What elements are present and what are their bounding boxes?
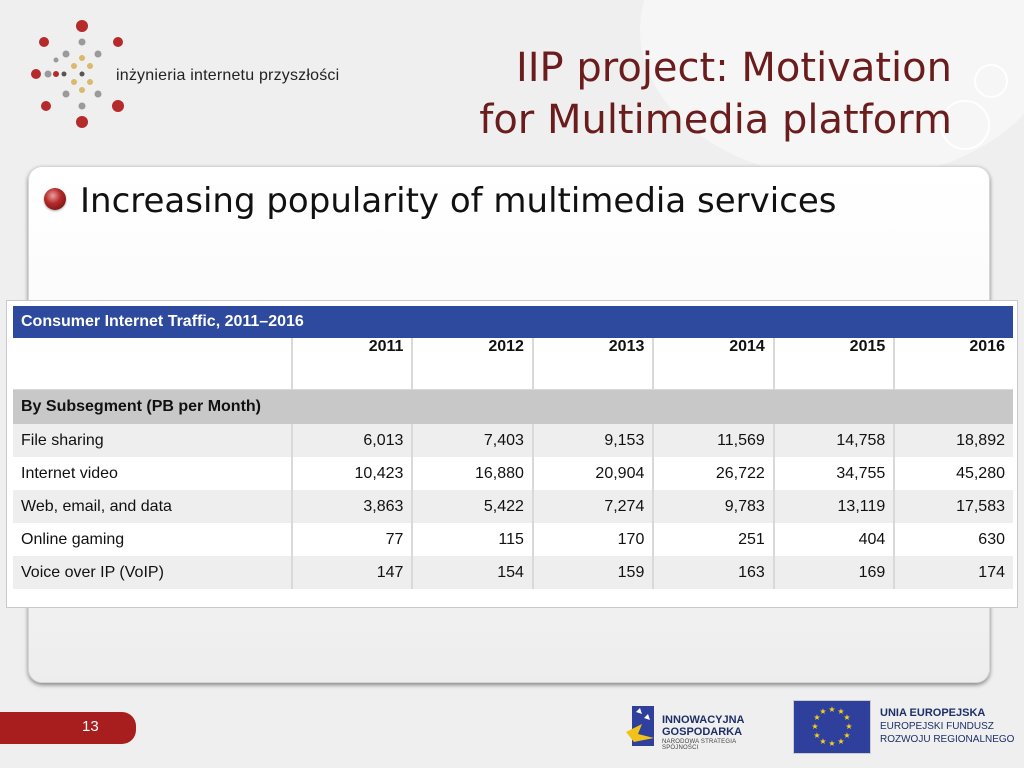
eu-flag-icon: ★ ★ ★ ★ ★ ★ ★ ★ ★ ★ ★ ★ <box>793 700 871 754</box>
traffic-table: Consumer Internet Traffic, 2011–2016 201… <box>13 306 1013 589</box>
svg-text:★: ★ <box>811 722 818 731</box>
svg-text:★: ★ <box>813 731 820 740</box>
bullet-icon <box>44 188 66 210</box>
iip-logo: inżynieria internetu przyszłości <box>26 14 366 134</box>
svg-text:★: ★ <box>837 737 844 746</box>
table-cell: 45,280 <box>894 457 1013 490</box>
table-cell: 11,569 <box>653 424 775 457</box>
table-cell: 7,403 <box>412 424 534 457</box>
eu-line-3: ROZWOJU REGIONALNEGO <box>880 734 1015 745</box>
ig-emblem-icon <box>626 706 654 746</box>
svg-text:★: ★ <box>843 713 850 722</box>
table-cell: 630 <box>894 523 1013 556</box>
row-label: Voice over IP (VoIP) <box>13 556 293 589</box>
column-header-year: 2016 <box>894 338 1013 390</box>
subsegment-header: By Subsegment (PB per Month) <box>13 389 1013 424</box>
table-cell: 10,423 <box>292 457 414 490</box>
svg-text:★: ★ <box>813 713 820 722</box>
svg-text:★: ★ <box>828 739 835 748</box>
eu-line-2: EUROPEJSKI FUNDUSZ <box>880 721 994 732</box>
page-number-tab: 13 <box>0 712 136 744</box>
table-cell: 115 <box>412 523 534 556</box>
bullet-text: Increasing popularity of multimedia serv… <box>80 181 837 221</box>
table-cell: 404 <box>773 523 896 556</box>
innowacyjna-gospodarka-logo: INNOWACYJNA GOSPODARKA NARODOWA STRATEGI… <box>624 702 774 752</box>
table-cell: 7,274 <box>532 490 655 523</box>
table-cell: 34,755 <box>773 457 896 490</box>
table-cell: 9,153 <box>532 424 655 457</box>
table-cell: 9,783 <box>653 490 775 523</box>
ig-logo-line-3: NARODOWA STRATEGIA SPÓJNOŚCI <box>662 739 736 751</box>
table-caption: Consumer Internet Traffic, 2011–2016 <box>13 306 1013 338</box>
table-cell: 251 <box>653 523 775 556</box>
column-header-year: 2012 <box>412 338 534 390</box>
eu-line-1: UNIA EUROPEJSKA <box>880 707 986 719</box>
table-row: Web, email, and data 3,863 5,422 7,274 9… <box>13 490 1013 523</box>
table-cell: 13,119 <box>773 490 896 523</box>
logo-text: inżynieria internetu przyszłości <box>116 67 340 84</box>
svg-text:★: ★ <box>837 707 844 716</box>
svg-text:★: ★ <box>819 707 826 716</box>
row-label: Web, email, and data <box>13 490 293 523</box>
table-header-row: 2011 2012 2013 2014 2015 2016 <box>13 338 1013 390</box>
background-circle <box>974 64 1008 98</box>
row-label: Online gaming <box>13 523 293 556</box>
table-cell: 18,892 <box>894 424 1013 457</box>
table-cell: 159 <box>532 556 655 589</box>
table-cell: 26,722 <box>653 457 775 490</box>
table-cell: 163 <box>653 556 775 589</box>
table-cell: 154 <box>412 556 534 589</box>
row-label: Internet video <box>13 457 293 490</box>
table-cell: 170 <box>532 523 655 556</box>
column-header-year: 2014 <box>653 338 775 390</box>
ig-logo-line-2: GOSPODARKA <box>662 726 743 738</box>
table-cell: 147 <box>292 556 414 589</box>
column-header-label <box>13 338 293 390</box>
column-header-year: 2011 <box>292 338 414 390</box>
table-cell: 14,758 <box>773 424 896 457</box>
column-header-year: 2013 <box>532 338 655 390</box>
column-header-year: 2015 <box>773 338 896 390</box>
ig-logo-line-1: INNOWACYJNA <box>662 714 745 726</box>
eu-fund-text: UNIA EUROPEJSKA EUROPEJSKI FUNDUSZ ROZWO… <box>880 706 1014 746</box>
table-cell: 169 <box>773 556 896 589</box>
table-cell: 16,880 <box>412 457 534 490</box>
table-cell: 17,583 <box>894 490 1013 523</box>
row-label: File sharing <box>13 424 293 457</box>
background-circle <box>940 100 990 150</box>
table-row: File sharing 6,013 7,403 9,153 11,569 14… <box>13 424 1013 457</box>
table-row: Online gaming 77 115 170 251 404 630 <box>13 523 1013 556</box>
slide-title: IIP project: Motivation for Multimedia p… <box>352 42 952 146</box>
svg-text:★: ★ <box>828 705 835 714</box>
page-number: 13 <box>82 718 99 735</box>
svg-text:★: ★ <box>843 731 850 740</box>
table-cell: 20,904 <box>532 457 655 490</box>
title-line-2: for Multimedia platform <box>479 97 952 143</box>
table-cell: 174 <box>894 556 1013 589</box>
table-cell: 5,422 <box>412 490 534 523</box>
table-cell: 3,863 <box>292 490 414 523</box>
table-cell: 6,013 <box>292 424 414 457</box>
table-row: Internet video 10,423 16,880 20,904 26,7… <box>13 457 1013 490</box>
table-row: Voice over IP (VoIP) 147 154 159 163 169… <box>13 556 1013 589</box>
traffic-table-image: Consumer Internet Traffic, 2011–2016 201… <box>6 300 1018 608</box>
svg-text:★: ★ <box>845 722 852 731</box>
svg-text:★: ★ <box>819 737 826 746</box>
logo-dots-icon <box>31 20 124 128</box>
table-cell: 77 <box>292 523 414 556</box>
title-line-1: IIP project: Motivation <box>515 45 952 91</box>
